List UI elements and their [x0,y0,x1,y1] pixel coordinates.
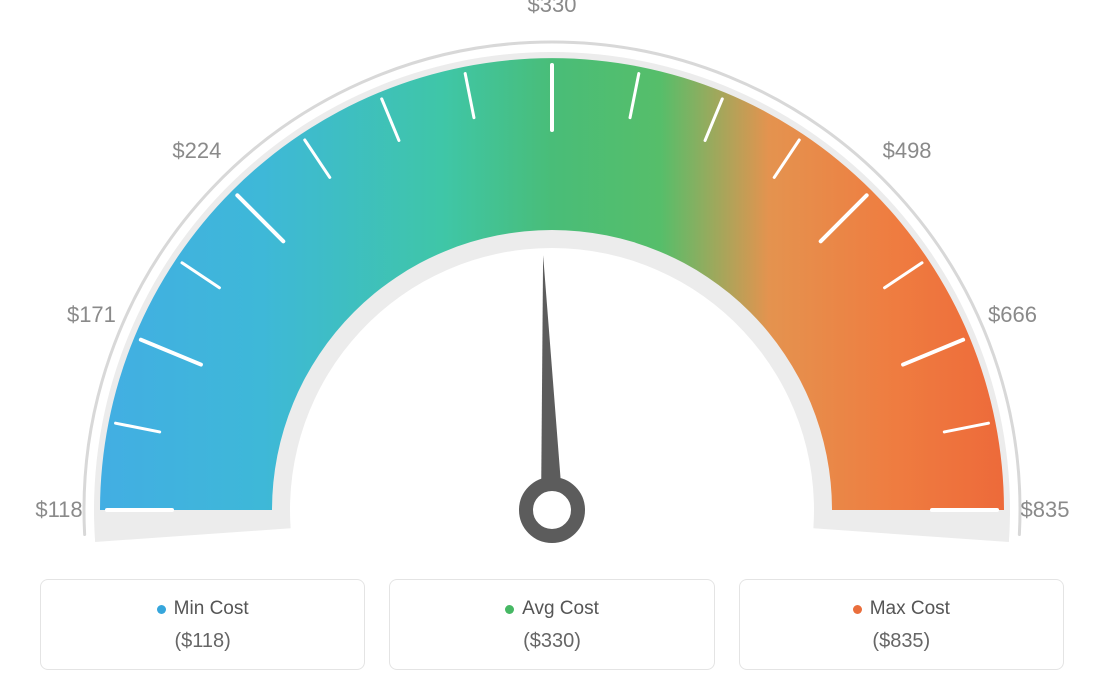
legend-min-value: ($118) [51,630,354,653]
gauge-tick-label: $330 [528,0,577,18]
gauge-tick-label: $224 [172,138,221,164]
gauge-tick-label: $118 [35,497,82,523]
gauge-tick-label: $171 [67,302,116,328]
dot-min-icon [157,605,166,614]
dot-max-icon [853,605,862,614]
legend-card-max: Max Cost ($835) [739,579,1064,670]
legend-max-value: ($835) [750,630,1053,653]
legend-card-min: Min Cost ($118) [40,579,365,670]
legend-label-avg: Avg Cost [505,598,599,620]
legend-card-avg: Avg Cost ($330) [389,579,714,670]
legend-avg-value: ($330) [400,630,703,653]
legend-label-min: Min Cost [157,598,249,620]
gauge-tick-label: $835 [1021,497,1070,523]
legend-min-text: Min Cost [174,598,249,620]
dot-avg-icon [505,605,514,614]
gauge-chart: $118 $171 $224 $330 $498 $666 $835 [0,0,1104,560]
legend-label-max: Max Cost [853,598,950,620]
legend-row: Min Cost ($118) Avg Cost ($330) Max Cost… [0,579,1104,670]
legend-avg-text: Avg Cost [522,598,599,620]
gauge-svg [0,0,1104,560]
gauge-tick-label: $498 [883,138,932,164]
gauge-tick-label: $666 [988,302,1037,328]
legend-max-text: Max Cost [870,598,950,620]
